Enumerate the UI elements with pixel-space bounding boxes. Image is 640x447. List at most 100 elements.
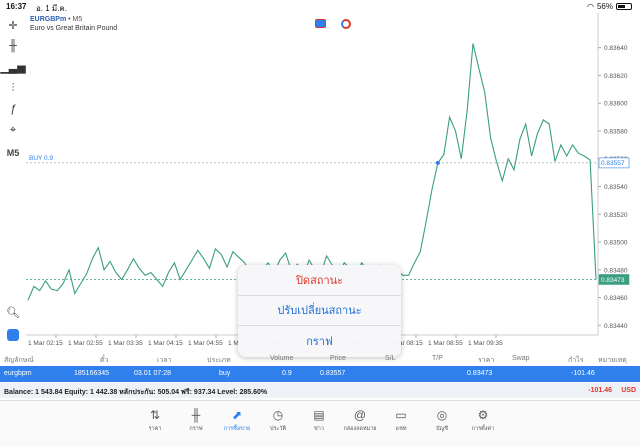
col-profit: กำไร [568,357,584,364]
tab-trade[interactable]: ⬈ การซื้อขาย [217,407,257,433]
chart-description: Euro vs Great Britain Pound [30,25,118,32]
y-tick-label: 0.83520 [604,212,628,219]
current-price-tag [598,274,630,285]
one-click-trading-icon[interactable] [4,326,22,344]
zoom-icon[interactable]: 🔍︎ [6,306,20,319]
entry-point [435,160,440,165]
tab-account-label: บัญชี [436,426,448,432]
modify-position-button[interactable]: ปรับเปลี่ยนสถานะ [238,296,401,327]
col-volume: Volume [270,355,294,362]
x-tick-label: 1 Mar 02:55 [68,340,103,347]
y-tick-label: 0.83540 [604,184,628,191]
y-tick-label: 0.83480 [604,267,628,274]
trade-icon: ⬈ [231,408,243,422]
bottom-tab-bar: ⇅ ราคา ╫ กราฟ ⬈ การซื้อขาย ◷ ประวัติ ▤ ข่าว @… [0,400,640,447]
tab-history-label: ประวัติ [269,426,287,432]
positions-table-header: สัญลักษณ์ ตั๋ว เวลา ประเภท Volume Price … [0,352,640,366]
function-icon[interactable]: ƒ [9,103,17,115]
row-profit: -101.46 [571,370,595,377]
col-comment: หมายเหตุ [598,357,627,364]
tab-trade-label: การซื้อขาย [223,426,251,432]
x-tick-label: 1 Mar 02:15 [28,340,63,347]
entry-price-tag-label: 0.83557 [601,160,625,167]
tab-chat[interactable]: ▭ แชท [381,407,421,433]
row-time: 03.01 07:28 [134,370,171,377]
battery-percent: 56% [596,2,613,11]
y-tick-label: 0.83640 [604,45,628,52]
tab-chat-label: แชท [395,426,407,432]
tab-quotes[interactable]: ⇅ ราคา [135,407,175,433]
chart-icon: ╫ [191,408,201,422]
account-summary: Balance: 1 543.84 Equity: 1 442.38 หลักป… [0,383,640,398]
current-price-tag-label: 0.83473 [601,277,625,284]
news-icon: ▤ [313,408,325,422]
tab-news-label: ข่าว [314,426,324,432]
x-tick-label: 1 Mar 09:35 [468,340,503,347]
chart-timeframe: • M5 [68,16,83,23]
chart-button[interactable]: กราฟ [306,336,333,349]
y-tick-label: 0.83440 [604,323,628,330]
x-tick-label: 1 Mar 08:15 [388,340,423,347]
tab-mailbox-label: กล่องจดหมาย [343,426,377,432]
chat-icon: ▭ [395,408,407,422]
tab-settings-label: การตั้งค่า [471,426,495,432]
summary-text: Balance: 1 543.84 Equity: 1 442.38 หลักป… [4,389,268,396]
x-tick-label: 1 Mar 08:55 [428,340,463,347]
col-ticket: ตั๋ว [100,357,109,364]
status-bar: 16:37 อ. 1 มี.ค. ◠ 56% [0,0,640,13]
tab-news[interactable]: ▤ ข่าว [299,407,339,433]
y-tick-label: 0.83580 [604,128,628,135]
x-tick-label: 1 Mar 04:15 [148,340,183,347]
position-line-label: BUY 0.9 [29,155,53,162]
col-time: เวลา [157,357,172,364]
history-icon: ◷ [272,408,284,422]
indicators-icon[interactable]: ⫶ [11,81,15,94]
battery-icon [616,3,632,10]
summary-profit: -101.46 [588,387,612,394]
crosshair-icon[interactable]: ✛ [8,19,18,32]
col-sl: S/L [385,355,396,362]
summary-currency: USD [621,387,636,394]
col-symbol: สัญลักษณ์ [4,357,34,364]
account-icon: ◎ [436,408,448,422]
objects-icon[interactable]: ⌖ [9,123,17,136]
settings-icon: ⚙ [477,408,489,422]
x-tick-label: 1 Mar 04:55 [188,340,223,347]
tab-account[interactable]: ◎ บัญชี [422,407,462,433]
mailbox-icon: @ [353,408,367,422]
wifi-icon: ◠ [587,2,594,11]
status-time: 16:37 [6,2,27,11]
col-tp: T/P [432,355,443,362]
row-type: buy [219,370,231,377]
y-tick-label: 0.83600 [604,101,628,108]
col-price: Price [330,355,346,362]
chart-symbol: EURGBPm [30,16,67,23]
y-tick-label: 0.83620 [604,73,628,80]
col-swap: Swap [512,355,530,362]
position-row[interactable]: eurgbpm 185166345 03.01 07:28 buy 0.9 0.… [0,366,640,382]
x-tick-label: 1 Mar 03:35 [108,340,143,347]
status-date: อ. 1 มี.ค. [36,4,67,13]
row-volume: 0.9 [282,370,292,377]
row-current: 0.83473 [467,370,493,377]
depth-of-market-icon[interactable] [341,19,351,29]
row-symbol: eurgbpm [4,370,32,377]
entry-price-tag [598,157,630,169]
tab-chart[interactable]: ╫ กราฟ [176,407,216,433]
row-price: 0.83557 [320,370,346,377]
quick-trade-icon[interactable] [315,19,326,28]
y-tick-label: 0.83500 [604,240,628,247]
tab-history[interactable]: ◷ ประวัติ [258,407,298,433]
timeframe-button[interactable]: M5 [6,148,20,158]
chart-header: EURGBPm • M5 Euro vs Great Britain Pound [30,15,117,33]
candlestick-icon[interactable]: ╫ [9,40,17,52]
price-series-line [27,43,597,301]
tab-quotes-label: ราคา [148,426,162,432]
quotes-icon: ⇅ [149,408,161,422]
close-position-button[interactable]: ปิดสถานะ [238,265,401,296]
position-context-menu: ปิดสถานะ ปรับเปลี่ยนสถานะ กราฟ [238,265,401,357]
tab-settings[interactable]: ⚙ การตั้งค่า [463,407,503,433]
chart-toolbar: ✛ ╫ ▁▃▅ ⫶ ƒ ⌖ M5 🔍︎ [0,13,26,350]
bar-chart-icon[interactable]: ▁▃▅ [0,61,26,74]
tab-mailbox[interactable]: @ กล่องจดหมาย [340,407,380,433]
